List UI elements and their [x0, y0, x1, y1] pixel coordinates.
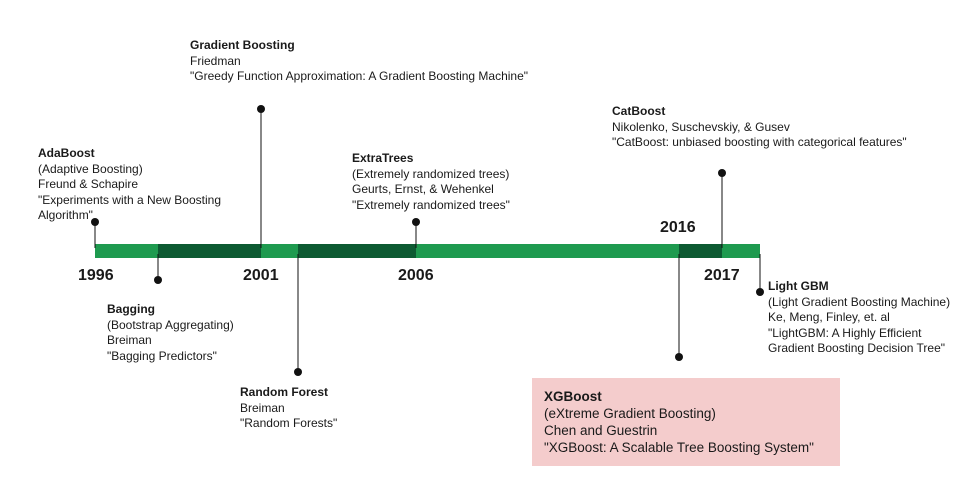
extratrees-marker	[412, 218, 420, 226]
timeline-dark-segment-2001-2006	[298, 244, 416, 258]
event-line: "Random Forests"	[240, 416, 338, 430]
year-label-1996: 1996	[78, 267, 114, 284]
event-name: ExtraTrees	[352, 151, 414, 165]
event-line: Chen and Guestrin	[544, 423, 658, 438]
event-line: Freund & Schapire	[38, 177, 139, 191]
event-line: "Extremely randomized trees"	[352, 197, 510, 212]
event-name: Bagging	[107, 302, 155, 316]
event-gradient-boosting: Gradient Boosting Friedman "Greedy Funct…	[190, 38, 528, 85]
event-line: Geurts, Ernst, & Wehenkel	[352, 182, 494, 196]
random-forest-marker	[294, 368, 302, 376]
event-line: "Experiments with a New Boosting	[38, 192, 222, 207]
event-line: Breiman	[240, 400, 285, 415]
event-name: Light GBM	[768, 279, 829, 293]
event-xgboost: XGBoost (eXtreme Gradient Boosting) Chen…	[532, 378, 840, 466]
event-line: Friedman	[190, 53, 241, 68]
event-random-forest: Random Forest Breiman "Random Forests"	[240, 385, 337, 432]
event-name: XGBoost	[544, 389, 602, 404]
event-bagging: Bagging (Bootstrap Aggregating) Breiman …	[107, 302, 234, 364]
bagging-marker	[154, 276, 162, 284]
event-line: "XGBoost: A Scalable Tree Boosting Syste…	[544, 440, 814, 455]
event-name: AdaBoost	[38, 146, 95, 160]
event-name: Random Forest	[240, 385, 329, 399]
event-line: "Greedy Function Approximation: A Gradie…	[190, 69, 529, 83]
event-line: "LightGBM: A Highly Efficient	[768, 325, 922, 340]
timeline-dark-segment-2016-2017	[679, 244, 722, 258]
gradient-boosting-marker	[257, 105, 265, 113]
year-label-2006: 2006	[398, 267, 434, 284]
event-line: "CatBoost: unbiased boosting with catego…	[612, 135, 907, 149]
xgboost-marker	[675, 353, 683, 361]
event-catboost: CatBoost Nikolenko, Suschevskiy, & Gusev…	[612, 104, 907, 151]
adaboost-marker	[91, 218, 99, 226]
event-line: "Bagging Predictors"	[107, 348, 217, 363]
event-adaboost: AdaBoost (Adaptive Boosting) Freund & Sc…	[38, 146, 221, 224]
year-label-2017: 2017	[704, 267, 740, 284]
catboost-marker	[718, 169, 726, 177]
year-label-2016: 2016	[660, 219, 696, 236]
event-line: Breiman	[107, 333, 152, 347]
event-name: Gradient Boosting	[190, 38, 295, 52]
event-line: Nikolenko, Suschevskiy, & Gusev	[612, 119, 790, 134]
event-line: (Light Gradient Boosting Machine)	[768, 294, 951, 309]
year-label-2001: 2001	[243, 267, 279, 284]
event-line: (Adaptive Boosting)	[38, 161, 143, 176]
event-line: (Bootstrap Aggregating)	[107, 317, 234, 332]
lightgbm-marker	[756, 288, 764, 296]
event-extratrees: ExtraTrees (Extremely randomized trees) …	[352, 151, 510, 213]
xgboost-highlight-box	[532, 378, 840, 466]
event-line: (eXtreme Gradient Boosting)	[544, 406, 716, 421]
event-lightgbm: Light GBM (Light Gradient Boosting Machi…	[768, 279, 950, 357]
timeline-dark-segment-1996-2001	[158, 244, 261, 258]
event-line: Algorithm"	[38, 208, 93, 222]
event-line: Gradient Boosting Decision Tree"	[768, 341, 946, 355]
event-name: CatBoost	[612, 104, 666, 118]
event-line: Ke, Meng, Finley, et. al	[768, 310, 890, 324]
event-line: (Extremely randomized trees)	[352, 166, 510, 181]
